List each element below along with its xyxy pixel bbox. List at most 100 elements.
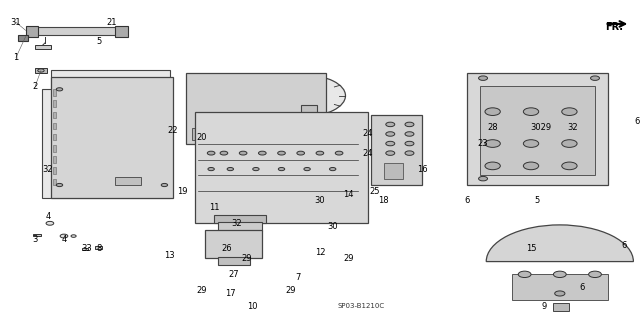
- Circle shape: [405, 132, 414, 136]
- Circle shape: [239, 151, 247, 155]
- Bar: [186, 73, 326, 144]
- Circle shape: [60, 234, 68, 238]
- Bar: [480, 86, 595, 175]
- Circle shape: [253, 167, 259, 171]
- Circle shape: [56, 183, 63, 187]
- Circle shape: [405, 122, 414, 127]
- Text: 24: 24: [363, 149, 373, 158]
- Bar: [53, 100, 56, 107]
- Wedge shape: [486, 225, 634, 262]
- Bar: [35, 45, 51, 49]
- Bar: [53, 89, 56, 96]
- Circle shape: [227, 167, 234, 171]
- Text: 9: 9: [541, 302, 547, 311]
- Circle shape: [524, 108, 539, 115]
- Text: 6: 6: [634, 117, 639, 126]
- Text: 29: 29: [344, 254, 354, 263]
- Text: FR.: FR.: [605, 22, 623, 32]
- Bar: [371, 115, 422, 185]
- Text: 20: 20: [196, 133, 207, 142]
- Text: 16: 16: [417, 165, 428, 174]
- Text: 18: 18: [379, 197, 389, 205]
- Text: 3: 3: [33, 235, 38, 244]
- Bar: [26, 26, 38, 37]
- Text: 12: 12: [315, 248, 325, 256]
- Text: 1: 1: [13, 53, 19, 62]
- Bar: [205, 230, 262, 258]
- Circle shape: [485, 108, 500, 115]
- Bar: [53, 112, 56, 118]
- Text: 29: 29: [196, 286, 207, 295]
- Text: 3029: 3029: [530, 123, 551, 132]
- Bar: [218, 257, 250, 265]
- Circle shape: [479, 176, 488, 181]
- Circle shape: [259, 151, 266, 155]
- Text: 15: 15: [526, 244, 536, 253]
- Bar: [95, 246, 102, 249]
- Circle shape: [304, 167, 310, 171]
- Circle shape: [555, 291, 565, 296]
- Circle shape: [386, 132, 395, 136]
- Bar: [195, 112, 368, 223]
- Bar: [301, 105, 317, 121]
- Text: 32: 32: [232, 219, 242, 228]
- Text: 29: 29: [286, 286, 296, 295]
- Circle shape: [278, 167, 285, 171]
- Ellipse shape: [120, 112, 161, 144]
- Bar: [53, 145, 56, 152]
- Text: 32: 32: [43, 165, 53, 174]
- Bar: [554, 303, 570, 311]
- Circle shape: [202, 75, 285, 116]
- Text: 33: 33: [81, 244, 92, 253]
- Text: 8: 8: [97, 244, 102, 253]
- Circle shape: [562, 108, 577, 115]
- Circle shape: [405, 151, 414, 155]
- Bar: [35, 68, 47, 73]
- Bar: [214, 215, 266, 223]
- Text: 25: 25: [369, 187, 380, 196]
- Bar: [512, 274, 608, 300]
- Text: 22: 22: [168, 126, 178, 135]
- Text: 19: 19: [177, 187, 188, 196]
- Circle shape: [485, 162, 500, 170]
- Bar: [218, 222, 262, 231]
- Polygon shape: [42, 70, 170, 198]
- Circle shape: [220, 151, 228, 155]
- Bar: [467, 73, 608, 185]
- Text: 21: 21: [107, 18, 117, 27]
- Circle shape: [316, 151, 324, 155]
- Circle shape: [56, 88, 63, 91]
- Text: 4: 4: [61, 235, 67, 244]
- Circle shape: [518, 271, 531, 278]
- Text: 10: 10: [248, 302, 258, 311]
- Circle shape: [524, 162, 539, 170]
- Bar: [32, 27, 122, 35]
- Circle shape: [297, 151, 305, 155]
- Circle shape: [485, 140, 500, 147]
- Circle shape: [300, 94, 308, 98]
- Bar: [53, 134, 56, 140]
- Text: 2: 2: [33, 82, 38, 91]
- Text: 4: 4: [45, 212, 51, 221]
- Bar: [82, 248, 88, 250]
- Text: 29: 29: [241, 254, 252, 263]
- Text: SP03-B1210C: SP03-B1210C: [338, 303, 385, 309]
- Circle shape: [589, 271, 602, 278]
- Bar: [384, 163, 403, 179]
- Bar: [33, 234, 41, 236]
- Circle shape: [386, 151, 395, 155]
- Text: 32: 32: [567, 123, 578, 132]
- Circle shape: [591, 76, 600, 80]
- Bar: [192, 128, 243, 140]
- Circle shape: [71, 235, 76, 237]
- Text: 6: 6: [621, 241, 627, 250]
- Text: 30: 30: [328, 222, 338, 231]
- Text: 24: 24: [363, 130, 373, 138]
- Circle shape: [330, 167, 336, 171]
- Bar: [53, 167, 56, 174]
- Circle shape: [562, 140, 577, 147]
- Circle shape: [479, 76, 488, 80]
- Text: 30: 30: [315, 197, 325, 205]
- Text: 27: 27: [228, 270, 239, 279]
- Text: 11: 11: [209, 203, 220, 212]
